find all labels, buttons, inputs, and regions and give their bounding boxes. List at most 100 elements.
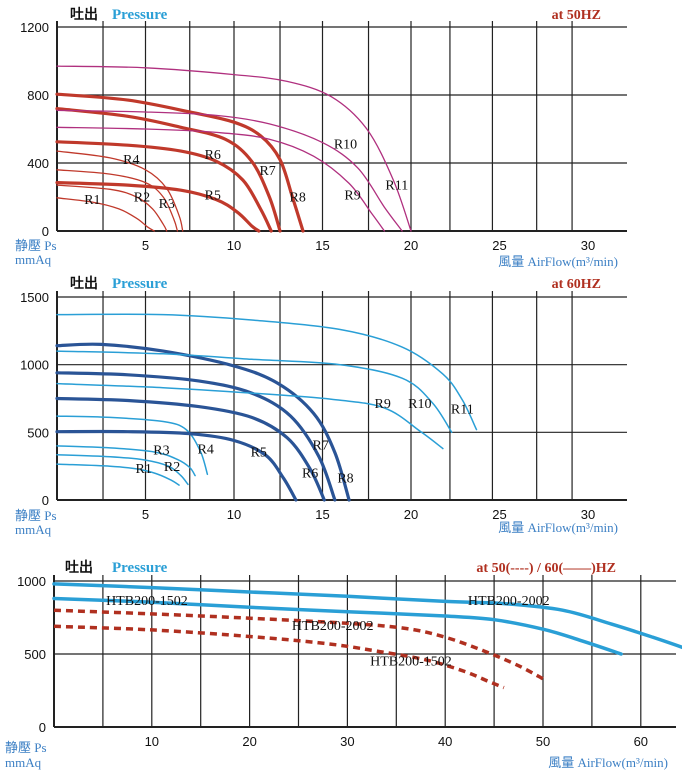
- chart-50hz-series-r9: [56, 126, 386, 232]
- chart-50hz-series-r7: [55, 107, 282, 233]
- chart-50hz: 吐出 Pressure at 50HZ 静壓 Ps mmAq 風量 AirFlo…: [15, 6, 627, 269]
- chart-50hz-xtick-label: 15: [315, 238, 329, 253]
- chart-50hz-xtick-label: 30: [581, 238, 595, 253]
- chart-60hz-xtick-label: 30: [581, 507, 595, 522]
- chart-50hz-series-r5: [55, 181, 261, 233]
- chart-htb200-ytick-label: 0: [39, 720, 46, 735]
- chart-60hz-series-label: R5: [251, 446, 267, 461]
- chart-60hz-ylabel-unit: mmAq: [15, 522, 52, 537]
- chart-htb200-xtick-label: 60: [634, 734, 648, 749]
- chart-htb200-series-htb200-2002-60hz: [52, 582, 682, 650]
- chart-htb200-xtick-label: 40: [438, 734, 452, 749]
- chart-60hz-series-r8: [55, 342, 351, 502]
- chart-50hz-xlabel: 風量 AirFlow(m³/min): [498, 254, 618, 269]
- chart-50hz-xtick-label: 5: [142, 238, 149, 253]
- chart-htb200-frequency-label: at 50(----) / 60(——)HZ: [476, 561, 616, 576]
- chart-htb200: 吐出 Pressure at 50(----) / 60(——)HZ 静壓 Ps…: [5, 559, 682, 770]
- chart-60hz-series-r11: [56, 313, 478, 431]
- chart-60hz-ytick-label: 500: [27, 425, 49, 440]
- chart-60hz-series-r1: [56, 463, 180, 486]
- chart-60hz-xtick-label: 20: [404, 507, 418, 522]
- chart-60hz-xtick-label: 25: [492, 507, 506, 522]
- chart-60hz-series-label: R8: [337, 471, 353, 486]
- chart-60hz-series-label: R6: [302, 467, 318, 482]
- chart-60hz-series-label: R9: [375, 397, 391, 412]
- chart-60hz-xtick-label: 15: [315, 507, 329, 522]
- chart-60hz-ytick-label: 0: [42, 493, 49, 508]
- chart-50hz-series-label: R9: [344, 189, 360, 204]
- chart-60hz-ylabel: 静壓 Ps: [15, 508, 57, 523]
- chart-50hz-series-r8: [55, 92, 305, 233]
- chart-htb200-series-label: HTB200-2002: [468, 594, 550, 609]
- chart-60hz-series-r4: [56, 415, 209, 476]
- chart-60hz-series-r3: [56, 445, 196, 477]
- chart-htb200-series-label: HTB200-1502: [106, 594, 188, 609]
- chart-60hz-xlabel: 風量 AirFlow(m³/min): [498, 520, 618, 535]
- chart-htb200-xtick-label: 30: [340, 734, 354, 749]
- chart-60hz-series-r10: [56, 350, 453, 434]
- chart-60hz-series-r5: [55, 429, 298, 502]
- chart-htb200-series-label: HTB200-2002: [292, 619, 374, 634]
- chart-60hz-series-r9: [56, 382, 444, 450]
- chart-60hz-series-label: R3: [153, 444, 169, 459]
- chart-htb200-title-cn: 吐出: [65, 559, 93, 576]
- chart-htb200-xtick-label: 10: [145, 734, 159, 749]
- chart-50hz-series-label: R7: [259, 164, 275, 179]
- chart-htb200-plot: 0 500 1000 10 20 30 40 50 60 HTB200-2002 HTB200-15…: [17, 574, 682, 749]
- chart-50hz-xtick-label: 10: [227, 238, 241, 253]
- chart-50hz-ylabel: 静壓 Ps: [15, 238, 57, 253]
- chart-htb200-ylabel: 静壓 Ps: [5, 740, 47, 755]
- chart-60hz-title-cn: 吐出: [70, 275, 98, 292]
- chart-50hz-xtick-label: 25: [492, 238, 506, 253]
- chart-50hz-series-r3: [56, 169, 179, 232]
- chart-50hz-series-label: R3: [159, 197, 175, 212]
- chart-50hz-series-label: R4: [123, 153, 139, 168]
- chart-htb200-series-htb200-1502-50hz: [53, 624, 505, 690]
- chart-50hz-title-cn: 吐出: [70, 6, 98, 23]
- chart-50hz-series-label: R1: [84, 193, 100, 208]
- chart-50hz-series-r11: [56, 65, 412, 232]
- chart-50hz-title-en: Pressure: [112, 7, 168, 23]
- chart-60hz-title-en: Pressure: [112, 276, 168, 292]
- chart-htb200-xlabel: 風量 AirFlow(m³/min): [548, 755, 668, 770]
- chart-htb200-ylabel-unit: mmAq: [5, 755, 42, 770]
- chart-50hz-series-r6: [55, 140, 273, 233]
- chart-htb200-xtick-label: 20: [242, 734, 256, 749]
- chart-60hz-series-label: R2: [164, 460, 180, 475]
- chart-50hz-frequency-label: at 50HZ: [552, 8, 601, 23]
- chart-htb200-series-htb200-2002-50hz: [53, 608, 544, 681]
- chart-60hz-xtick-label: 5: [142, 507, 149, 522]
- chart-50hz-ylabel-unit: mmAq: [15, 252, 52, 267]
- chart-htb200-series-htb200-1502-60hz: [52, 596, 623, 656]
- chart-50hz-ytick-label: 800: [27, 88, 49, 103]
- chart-htb200-ytick-label: 500: [24, 647, 46, 662]
- chart-50hz-ytick-label: 0: [42, 224, 49, 239]
- chart-60hz-series-label: R11: [451, 402, 474, 417]
- chart-60hz-series-label: R4: [198, 442, 214, 457]
- chart-60hz-series-label: R7: [313, 438, 329, 453]
- chart-50hz-series-r4: [56, 150, 184, 232]
- chart-50hz-series-label: R6: [205, 148, 221, 163]
- chart-50hz-ytick-label: 400: [27, 156, 49, 171]
- chart-50hz-series-label: R11: [385, 178, 408, 193]
- chart-50hz-ytick-label: 1200: [20, 20, 49, 35]
- chart-60hz: 吐出 Pressure at 60HZ 静壓 Ps mmAq 風量 AirFlo…: [15, 275, 627, 537]
- chart-50hz-xtick-label: 20: [404, 238, 418, 253]
- chart-50hz-series-r1: [56, 197, 155, 232]
- chart-50hz-series-label: R2: [134, 190, 150, 205]
- chart-50hz-series-r10: [56, 109, 403, 232]
- chart-60hz-series-r6: [55, 396, 326, 502]
- chart-50hz-series-label: R8: [290, 190, 306, 205]
- chart-60hz-series-label: R1: [136, 462, 152, 477]
- chart-60hz-ytick-label: 1500: [20, 290, 49, 305]
- chart-htb200-series-label: HTB200-1502: [370, 655, 452, 670]
- chart-60hz-series-r2: [56, 453, 189, 486]
- chart-60hz-xtick-label: 10: [227, 507, 241, 522]
- chart-60hz-ytick-label: 1000: [20, 358, 49, 373]
- chart-60hz-series-label: R10: [408, 397, 431, 412]
- chart-50hz-series-r2: [56, 184, 168, 232]
- chart-50hz-series-label: R5: [205, 189, 221, 204]
- chart-htb200-xtick-label: 50: [536, 734, 550, 749]
- chart-60hz-frequency-label: at 60HZ: [552, 277, 601, 292]
